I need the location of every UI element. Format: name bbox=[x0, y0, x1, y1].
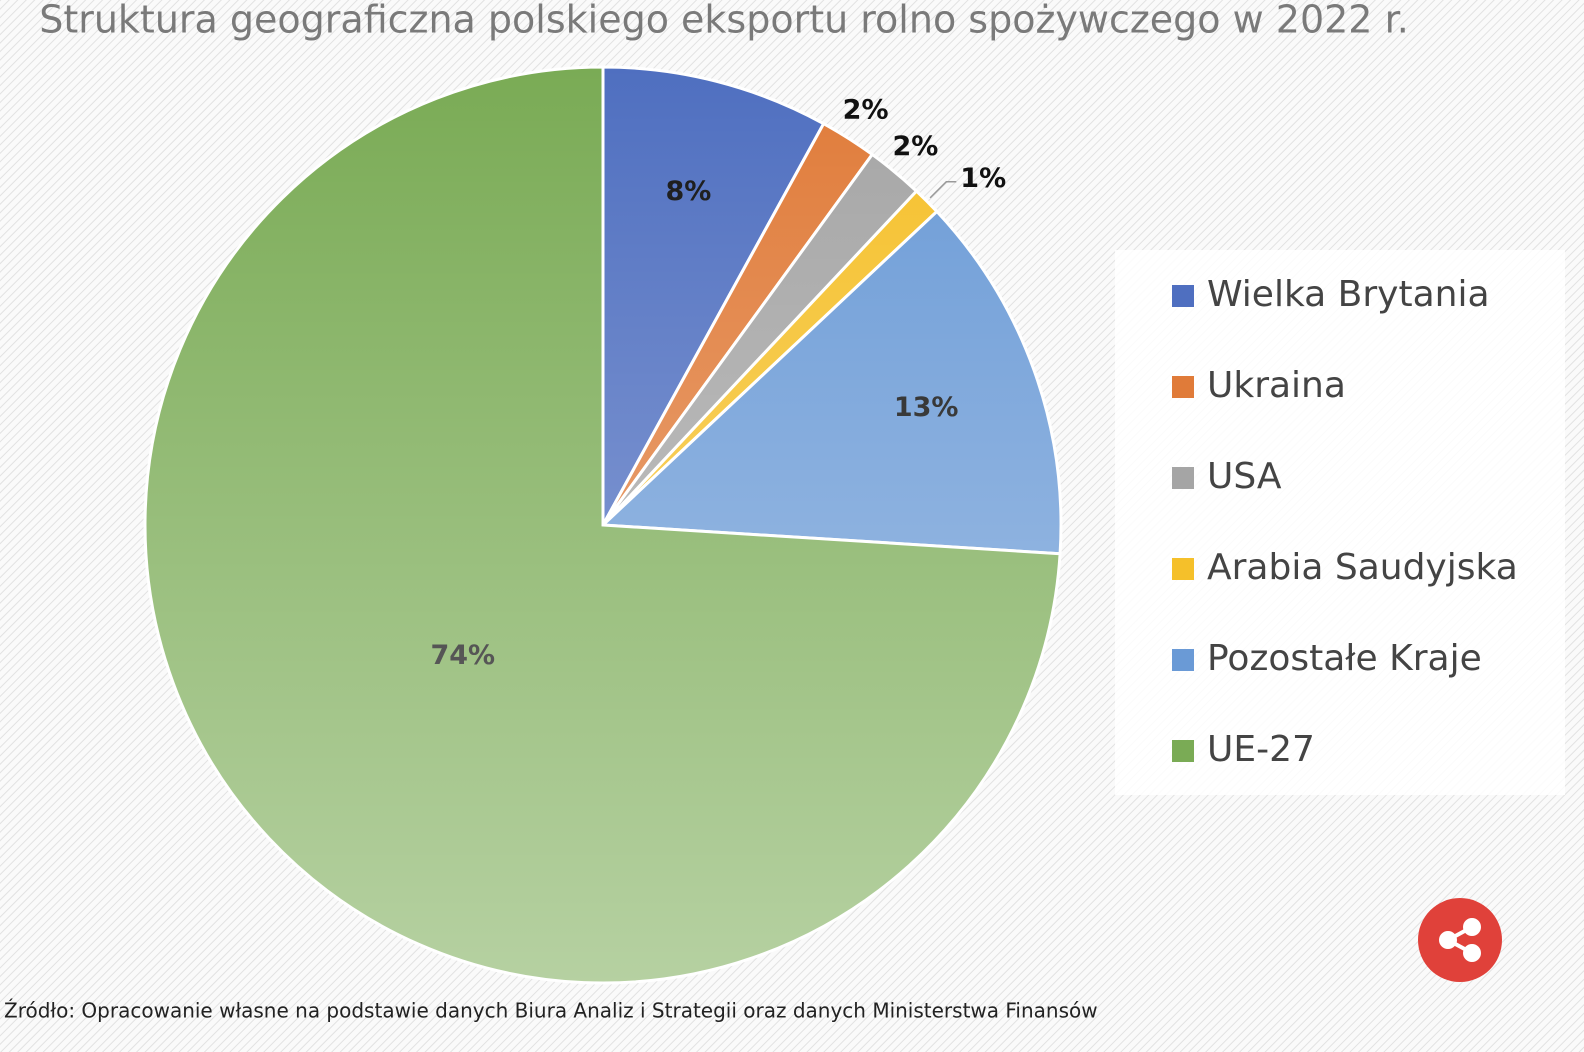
legend-box bbox=[1115, 250, 1565, 795]
legend-marker bbox=[1172, 285, 1194, 307]
legend-label: Wielka Brytania bbox=[1207, 274, 1490, 315]
legend-marker bbox=[1172, 467, 1194, 489]
legend-marker bbox=[1172, 649, 1194, 671]
chart-title: Struktura geograficzna polskiego eksport… bbox=[39, 0, 1409, 42]
pie: 8% 2%2% 1% 13% 74% bbox=[143, 65, 1063, 985]
data-label: 13% bbox=[894, 392, 959, 423]
legend-label: Ukraina bbox=[1207, 365, 1346, 406]
data-label: 74% bbox=[430, 640, 495, 671]
legend-label: USA bbox=[1207, 456, 1282, 497]
legend-label: Arabia Saudyjska bbox=[1207, 547, 1518, 588]
data-label: 8% bbox=[666, 176, 712, 207]
legend-label: UE-27 bbox=[1207, 729, 1315, 770]
legend-label: Pozostałe Kraje bbox=[1207, 638, 1482, 679]
source: Źródło: Opracowanie własne na podstawie … bbox=[4, 999, 1098, 1023]
legend-marker bbox=[1172, 740, 1194, 762]
share-button[interactable] bbox=[1418, 898, 1502, 982]
data-label: 1% bbox=[960, 163, 1006, 194]
legend-marker bbox=[1172, 558, 1194, 580]
legend-marker bbox=[1172, 376, 1194, 398]
legend: Wielka Brytania Ukraina USA Arabia Saudyjsk… bbox=[1172, 274, 1518, 770]
data-label: 2% bbox=[892, 131, 938, 162]
data-label: 2% bbox=[843, 95, 889, 126]
